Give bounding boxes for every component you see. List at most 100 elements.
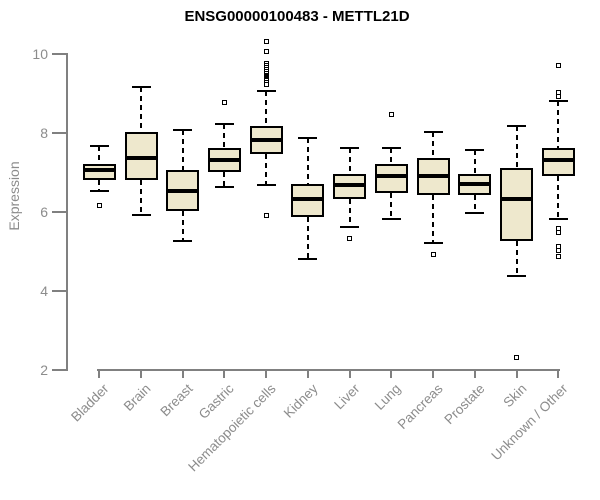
y-axis-tick-label: 10 bbox=[32, 46, 48, 63]
x-axis-tick bbox=[223, 371, 226, 378]
upper-whisker bbox=[473, 149, 476, 174]
upper-whisker bbox=[390, 148, 393, 164]
outlier-point bbox=[555, 254, 561, 260]
x-axis-tick bbox=[265, 371, 268, 378]
whisker-cap-top bbox=[548, 99, 568, 102]
whisker-cap-bottom bbox=[381, 218, 401, 221]
lower-whisker bbox=[348, 199, 351, 227]
x-axis-tick bbox=[98, 371, 101, 378]
y-axis-tick-label: 2 bbox=[40, 362, 48, 378]
whisker-cap-top bbox=[173, 129, 193, 132]
median-line bbox=[124, 155, 158, 160]
whisker-cap-top bbox=[340, 147, 360, 149]
x-axis-tick bbox=[557, 371, 560, 378]
median-line bbox=[207, 157, 241, 162]
y-axis-tick bbox=[52, 53, 66, 56]
whisker-cap-bottom bbox=[298, 257, 318, 260]
y-axis-tick bbox=[52, 132, 66, 135]
lower-whisker bbox=[140, 179, 143, 216]
outlier-point bbox=[347, 236, 353, 242]
x-axis-tick bbox=[515, 371, 518, 378]
y-axis-tick-label: 6 bbox=[40, 204, 48, 221]
y-axis-tick bbox=[52, 290, 66, 293]
median-line bbox=[82, 167, 116, 172]
whisker-cap-bottom bbox=[256, 184, 276, 187]
outlier-point bbox=[555, 94, 561, 100]
median-line bbox=[333, 183, 367, 188]
whisker-cap-top bbox=[298, 137, 318, 140]
median-line bbox=[374, 173, 408, 178]
upper-whisker bbox=[223, 124, 226, 148]
whisker-cap-bottom bbox=[507, 275, 526, 278]
x-axis-tick bbox=[432, 371, 435, 378]
lower-whisker bbox=[181, 211, 184, 241]
y-axis-tick bbox=[52, 211, 66, 214]
median-line bbox=[166, 189, 200, 194]
outlier-point bbox=[555, 230, 561, 236]
whisker-cap-bottom bbox=[423, 241, 443, 244]
x-axis-tick bbox=[473, 371, 476, 378]
upper-whisker bbox=[98, 146, 101, 164]
lower-whisker bbox=[473, 195, 476, 214]
whisker-cap-bottom bbox=[340, 225, 360, 228]
x-axis-tick bbox=[306, 371, 309, 378]
lower-whisker bbox=[265, 153, 268, 186]
whisker-cap-top bbox=[423, 131, 443, 134]
median-line bbox=[541, 157, 575, 162]
x-axis-tick bbox=[140, 371, 143, 378]
upper-whisker bbox=[557, 100, 560, 148]
outlier-point bbox=[555, 62, 561, 68]
lower-whisker bbox=[306, 217, 309, 259]
whisker-cap-top bbox=[89, 145, 109, 148]
y-axis-line bbox=[66, 53, 68, 371]
x-axis-tick bbox=[348, 371, 351, 378]
upper-whisker bbox=[265, 90, 268, 127]
whisker-cap-bottom bbox=[465, 212, 485, 215]
x-axis-line bbox=[97, 369, 561, 371]
outlier-point bbox=[555, 248, 561, 254]
whisker-cap-bottom bbox=[131, 214, 151, 217]
median-line bbox=[416, 173, 450, 178]
whisker-cap-top bbox=[465, 148, 485, 151]
x-axis-tick bbox=[181, 371, 184, 378]
whisker-cap-bottom bbox=[548, 218, 568, 221]
outlier-point bbox=[263, 38, 269, 44]
outlier-point bbox=[263, 48, 269, 54]
outlier-point bbox=[430, 252, 436, 258]
outlier-point bbox=[514, 354, 519, 360]
outlier-point bbox=[221, 100, 227, 106]
y-axis-tick-label: 8 bbox=[40, 125, 48, 142]
lower-whisker bbox=[98, 179, 101, 192]
x-axis-tick bbox=[390, 371, 393, 378]
whisker-cap-bottom bbox=[89, 190, 109, 193]
whisker-cap-top bbox=[381, 147, 401, 149]
whisker-cap-top bbox=[214, 123, 234, 126]
whisker-cap-top bbox=[256, 89, 276, 92]
outlier-point bbox=[263, 212, 269, 218]
upper-whisker bbox=[181, 130, 184, 170]
lower-whisker bbox=[432, 195, 435, 243]
lower-whisker bbox=[390, 193, 393, 220]
upper-whisker bbox=[306, 138, 309, 184]
y-axis-label: Expression bbox=[6, 161, 22, 231]
median-line bbox=[458, 181, 492, 186]
outlier-point bbox=[96, 202, 102, 208]
box-lung bbox=[374, 163, 408, 194]
outlier-point bbox=[263, 60, 269, 66]
upper-whisker bbox=[515, 126, 518, 168]
whisker-cap-bottom bbox=[214, 186, 234, 189]
upper-whisker bbox=[432, 132, 435, 158]
median-line bbox=[249, 138, 283, 143]
y-axis-tick bbox=[52, 369, 66, 371]
chart-title: ENSG00000100483 - METTL21D bbox=[184, 8, 410, 25]
median-line bbox=[500, 197, 533, 202]
box-skin bbox=[500, 167, 533, 241]
median-line bbox=[291, 197, 325, 202]
whisker-cap-top bbox=[131, 85, 151, 88]
lower-whisker bbox=[557, 175, 560, 220]
whisker-cap-top bbox=[507, 125, 526, 128]
y-axis-tick-label: 4 bbox=[40, 283, 48, 300]
whisker-cap-bottom bbox=[173, 239, 193, 242]
upper-whisker bbox=[348, 148, 351, 174]
